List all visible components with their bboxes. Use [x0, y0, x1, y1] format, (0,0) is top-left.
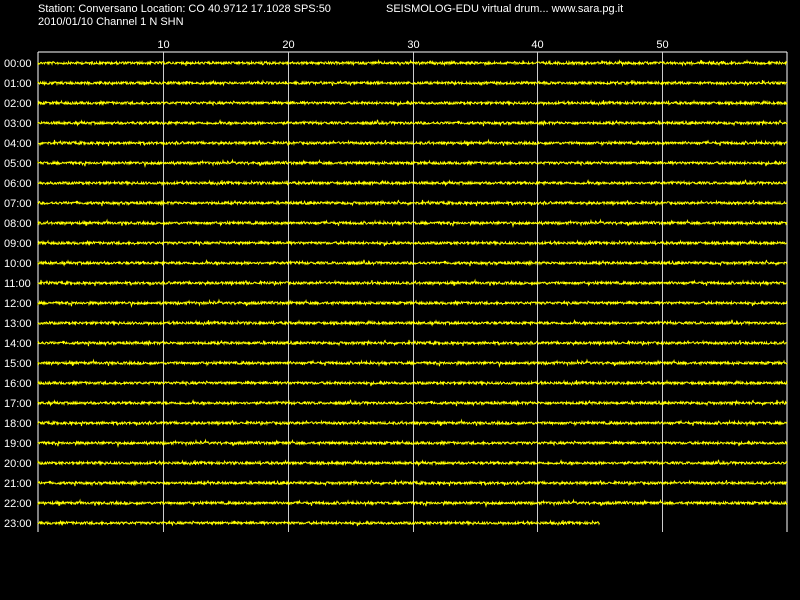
- hour-label: 06:00: [4, 178, 32, 190]
- hour-label: 16:00: [4, 378, 32, 390]
- trace-line: [37, 319, 788, 327]
- hour-label: 15:00: [4, 358, 32, 370]
- hour-label: 12:00: [4, 298, 32, 310]
- hour-label: 17:00: [4, 398, 32, 410]
- trace-line: [37, 418, 788, 427]
- minute-tick-label: 10: [157, 39, 169, 51]
- trace-line: [37, 79, 788, 87]
- trace-line: [37, 119, 788, 127]
- hour-label: 18:00: [4, 418, 32, 430]
- trace-line: [37, 399, 788, 407]
- minute-tick-label: 50: [656, 39, 668, 51]
- hour-label: 07:00: [4, 198, 32, 210]
- hour-label: 03:00: [4, 118, 32, 130]
- hour-label: 23:00: [4, 518, 32, 530]
- trace-line: [37, 438, 788, 448]
- hour-label: 00:00: [4, 58, 32, 70]
- trace-line: [37, 239, 788, 247]
- hour-label: 08:00: [4, 218, 32, 230]
- hour-label: 04:00: [4, 138, 32, 150]
- trace-line: [37, 218, 788, 228]
- hour-label: 13:00: [4, 318, 32, 330]
- trace-line: [37, 298, 788, 308]
- trace-line: [37, 339, 788, 347]
- minute-tick-label: 40: [531, 39, 543, 51]
- hour-label: 05:00: [4, 158, 32, 170]
- trace-line: [37, 259, 788, 267]
- date-channel-info: 2010/01/10 Channel 1 N SHN: [38, 16, 184, 28]
- trace-line: [37, 379, 788, 387]
- trace-line: [37, 519, 600, 527]
- trace-line: [37, 498, 788, 508]
- hour-label: 21:00: [4, 478, 32, 490]
- hour-label: 19:00: [4, 438, 32, 450]
- hour-label: 22:00: [4, 498, 32, 510]
- trace-line: [37, 479, 788, 487]
- trace-line: [37, 99, 788, 107]
- app-title: SEISMOLOG-EDU virtual drum... www.sara.p…: [386, 3, 624, 15]
- hour-label: 20:00: [4, 458, 32, 470]
- trace-line: [37, 179, 788, 187]
- hour-label: 14:00: [4, 338, 32, 350]
- trace-line: [37, 358, 788, 368]
- trace-line: [37, 278, 788, 287]
- minute-tick-label: 30: [407, 39, 419, 51]
- hour-label: 10:00: [4, 258, 32, 270]
- hour-label: 11:00: [4, 278, 31, 290]
- trace-line: [37, 59, 788, 67]
- minute-tick-label: 20: [282, 39, 294, 51]
- trace-line: [37, 199, 788, 207]
- trace-line: [37, 138, 788, 147]
- hour-label: 02:00: [4, 98, 32, 110]
- trace-line: [37, 459, 788, 467]
- hour-label: 09:00: [4, 238, 32, 250]
- station-info: Station: Conversano Location: CO 40.9712…: [38, 3, 331, 15]
- trace-line: [37, 158, 788, 168]
- hour-label: 01:00: [4, 78, 32, 90]
